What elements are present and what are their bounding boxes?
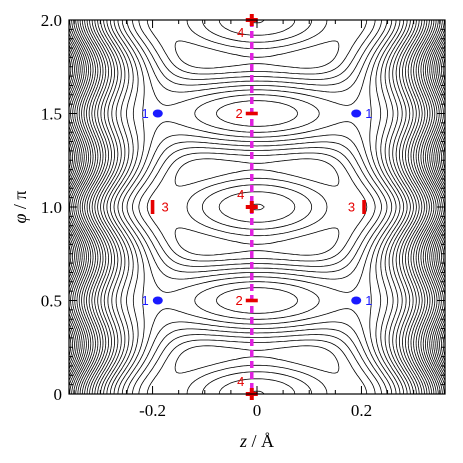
contour-level-13 xyxy=(97,20,417,394)
point-p3a: 3 xyxy=(150,200,169,215)
x-axis-sep: / xyxy=(247,431,261,451)
marker-p4b xyxy=(245,201,258,213)
y-tick-label: 0 xyxy=(54,385,63,404)
contour-level-15 xyxy=(91,20,423,394)
contour-level-17 xyxy=(86,20,428,394)
point-p1b: 1 xyxy=(351,293,372,308)
x-axis-unit: Å xyxy=(261,431,274,451)
contour-level-19 xyxy=(81,20,433,394)
y-axis-sep: / xyxy=(10,200,30,214)
marker-p2a xyxy=(245,298,258,303)
contour-level-9 xyxy=(109,20,405,394)
x-axis: -0.2 0 0.2 xyxy=(73,20,441,420)
y-tick-label: 0.5 xyxy=(41,292,62,311)
point-p3b: 3 xyxy=(348,200,366,215)
marker-p2b xyxy=(245,111,258,116)
x-tick-label: 0.2 xyxy=(351,401,372,420)
point-p1a: 1 xyxy=(142,293,163,308)
point-label-p2b: 2 xyxy=(236,106,243,121)
contour-level-16 xyxy=(89,20,425,394)
marker-p3a xyxy=(150,200,155,214)
contour-level-18 xyxy=(84,20,430,394)
marker-p1b xyxy=(351,296,362,305)
y-axis-var: φ xyxy=(10,214,30,224)
marker-p1a xyxy=(152,296,163,305)
y-axis-title: φ / π xyxy=(10,190,30,223)
point-label-p1d: 1 xyxy=(365,106,372,121)
contour-level-22 xyxy=(75,20,439,394)
contour-level-14 xyxy=(94,20,420,394)
x-tick-label: 0 xyxy=(253,401,262,420)
contour-level-8 xyxy=(113,20,401,394)
point-label-p4a: 4 xyxy=(237,374,244,389)
y-tick-label: 1.0 xyxy=(41,198,62,217)
marker-p1d xyxy=(351,109,362,118)
x-tick-label: -0.2 xyxy=(139,401,166,420)
point-p2b: 2 xyxy=(236,106,258,121)
point-p2a: 2 xyxy=(236,293,258,308)
contour-level-4 xyxy=(132,20,382,394)
point-label-p1c: 1 xyxy=(142,106,149,121)
point-p4b: 4 xyxy=(237,187,258,213)
point-label-p1b: 1 xyxy=(365,293,372,308)
contour-level-11 xyxy=(103,20,411,394)
marker-p3b xyxy=(362,200,366,214)
point-label-p3a: 3 xyxy=(162,200,169,215)
contour-level-10 xyxy=(106,20,408,394)
point-label-p1a: 1 xyxy=(142,293,149,308)
x-axis-var: z xyxy=(239,431,247,451)
point-label-p2a: 2 xyxy=(236,293,243,308)
point-p1c: 1 xyxy=(142,106,163,121)
point-label-p3b: 3 xyxy=(348,200,355,215)
contour-level-6 xyxy=(121,20,393,394)
contour-level-21 xyxy=(77,20,437,394)
x-axis-title: z / Å xyxy=(239,431,274,451)
contour-level-25 xyxy=(69,20,445,394)
contour-level-2 xyxy=(146,20,368,394)
contour-level-5 xyxy=(126,20,388,394)
marker-p1c xyxy=(152,109,163,118)
point-label-p4c: 4 xyxy=(237,25,244,40)
point-label-p4b: 4 xyxy=(237,187,244,202)
contour-level-7 xyxy=(117,20,397,394)
y-tick-label: 2.0 xyxy=(41,11,62,30)
y-tick-label: 1.5 xyxy=(41,105,62,124)
point-p1d: 1 xyxy=(351,106,372,121)
y-axis-unit: π xyxy=(10,190,30,199)
contour-level-1 xyxy=(174,40,340,374)
y-axis: 0 0.5 1.0 1.5 2.0 xyxy=(41,11,445,404)
contour-level-20 xyxy=(79,20,435,394)
contour-level-29 xyxy=(69,41,445,373)
